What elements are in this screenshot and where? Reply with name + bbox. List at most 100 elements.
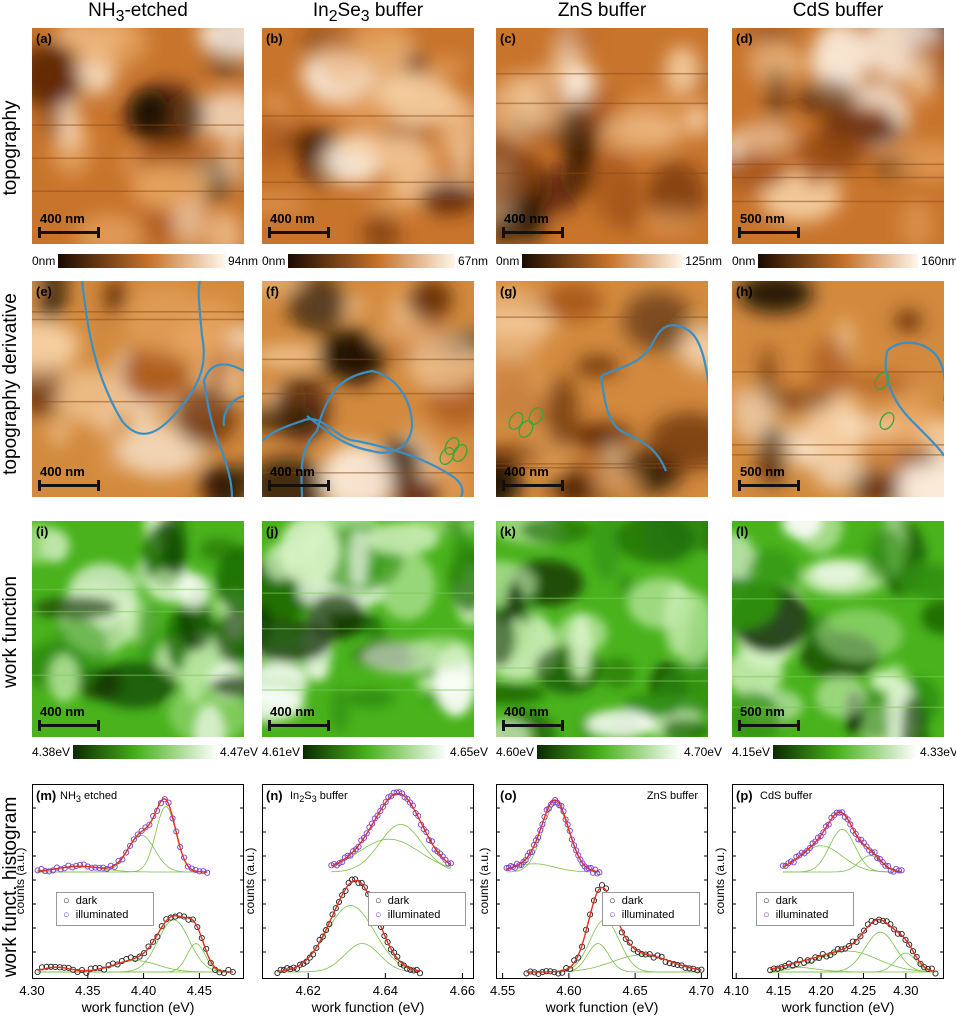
scale-bar-tick <box>268 720 271 731</box>
y-axis-label: counts (a.u.) <box>713 847 727 914</box>
scale-bar-label: 400 nm <box>504 704 549 719</box>
deriv-image-e: (e) 400 nm <box>32 281 244 497</box>
row-label-topography: topography <box>0 100 21 196</box>
colorbar: 0nm 125nm <box>496 254 722 268</box>
x-tick-label: 4.30 <box>893 983 919 998</box>
x-tick-label: 4.70 <box>688 983 715 998</box>
scale-bar-line <box>38 231 100 234</box>
x-tick-label: 4.40 <box>130 983 157 998</box>
topo-map <box>262 28 474 244</box>
column-title-3: ZnS buffer <box>557 0 647 21</box>
scale-bar-line <box>38 484 100 487</box>
scale-bar-label: 500 nm <box>740 704 785 719</box>
colorbar-min-label: 4.60eV <box>496 745 535 759</box>
topo-image-d: (d) 500 nm <box>732 28 944 244</box>
colorbar-min-label: 4.61eV <box>262 745 301 759</box>
histogram-m: 4.30 4.35 4.40 4.45 (m) NH3 etched ○ dark ○ ill… <box>13 784 244 1015</box>
topo-image-c: (c) 400 nm <box>496 28 708 244</box>
legend-entry-dark: ○ dark <box>609 895 644 907</box>
scale-bar <box>38 480 100 491</box>
scale-bar-tick <box>268 227 271 238</box>
x-axis-label: work function (eV) <box>781 999 895 1015</box>
scale-bar-tick <box>268 480 271 491</box>
x-axis-label: work function (eV) <box>311 999 425 1015</box>
scale-bar-tick <box>561 720 564 731</box>
scale-bar-label: 400 nm <box>40 704 85 719</box>
topo-map <box>732 28 944 244</box>
scale-bar <box>268 480 330 491</box>
scale-bar-tick <box>502 227 505 238</box>
scale-bar-tick <box>797 720 800 731</box>
scale-bar <box>738 227 800 238</box>
scale-bar-line <box>38 724 100 727</box>
histogram-sample-label: ZnS buffer <box>646 790 698 802</box>
colorbar: 4.60eV 4.70eV <box>496 745 722 759</box>
wf-map <box>32 521 244 737</box>
scale-bar-tick <box>38 480 41 491</box>
colorbar-gradient <box>537 745 681 759</box>
wf-map <box>732 521 944 737</box>
scale-bar-label: 400 nm <box>270 211 315 226</box>
column-title-4: CdS buffer <box>792 0 884 21</box>
colorbar-gradient <box>58 254 225 268</box>
x-tick-label: 4.65 <box>622 983 648 998</box>
colorbar-max-label: 125nm <box>685 254 722 268</box>
panel-label: (j) <box>266 524 279 539</box>
histogram-legend: ○ dark ○ illuminated <box>368 892 466 926</box>
scale-bar <box>738 720 800 731</box>
scale-bar-tick <box>38 720 41 731</box>
histogram-sample-label: CdS buffer <box>760 790 813 802</box>
scale-bar-tick <box>797 227 800 238</box>
legend-entry-illuminated: ○ illuminated <box>375 909 441 921</box>
colorbar-min-label: 4.15eV <box>732 745 771 759</box>
colorbar-max-label: 4.33eV <box>919 745 956 759</box>
legend-entry-dark: ○ dark <box>375 895 410 907</box>
colorbar-min-label: 0nm <box>496 254 520 268</box>
scale-bar <box>268 720 330 731</box>
y-axis-label: counts (a.u.) <box>477 847 491 914</box>
colorbar-min-label: 0nm <box>32 254 56 268</box>
histogram-legend: ○ dark ○ illuminated <box>602 892 700 926</box>
scale-bar-line <box>268 484 330 487</box>
wf-map <box>262 521 474 737</box>
colorbar-max-label: 4.70eV <box>683 745 722 759</box>
panel-label: (g) <box>500 284 517 299</box>
histogram-panel-label: (n) <box>266 788 283 803</box>
colorbar-max-label: 160nm <box>921 254 956 268</box>
scale-bar <box>502 227 564 238</box>
panel-label: (h) <box>736 284 753 299</box>
colorbar-min-label: 0nm <box>732 254 756 268</box>
colorbar: 4.38eV 4.47eV <box>32 745 258 759</box>
x-tick-label: 4.45 <box>186 983 213 998</box>
scale-bar <box>268 227 330 238</box>
panel-label: (c) <box>500 31 516 46</box>
scale-bar <box>738 480 800 491</box>
histogram-o: 4.55 4.60 4.65 4.70 (o) ZnS buffer ○ dark ○ ill… <box>477 784 714 1015</box>
histogram-legend: ○ dark ○ illuminated <box>756 892 854 926</box>
scale-bar-tick <box>502 480 505 491</box>
histogram-sample-label: NH3 etched <box>60 790 118 805</box>
histogram-legend: ○ dark ○ illuminated <box>56 892 154 926</box>
legend-entry-illuminated: ○ illuminated <box>763 909 829 921</box>
column-title-2: In2Se3 buffer <box>312 0 424 25</box>
colorbar: 4.15eV 4.33eV <box>732 745 956 759</box>
deriv-image-f: (f) 400 nm <box>262 281 474 497</box>
x-tick-label: 4.62 <box>295 983 321 998</box>
scale-bar-tick <box>327 720 330 731</box>
x-tick-label: 4.35 <box>75 983 101 998</box>
x-tick-label: 4.30 <box>19 983 45 998</box>
colorbar: 0nm 160nm <box>732 254 956 268</box>
colorbar-max-label: 67nm <box>457 254 488 268</box>
legend-entry-illuminated: ○ illuminated <box>63 909 129 921</box>
panel-label: (a) <box>36 31 52 46</box>
scale-bar-line <box>738 724 800 727</box>
wf-image-l: (l) 500 nm <box>732 521 944 737</box>
scale-bar-tick <box>797 480 800 491</box>
panel-label: (f) <box>266 284 279 299</box>
scale-bar-label: 400 nm <box>270 704 315 719</box>
deriv-map <box>496 281 708 497</box>
colorbar-gradient <box>773 745 917 759</box>
scale-bar-tick <box>327 480 330 491</box>
scale-bar-tick <box>38 227 41 238</box>
colorbar-gradient <box>522 254 682 268</box>
